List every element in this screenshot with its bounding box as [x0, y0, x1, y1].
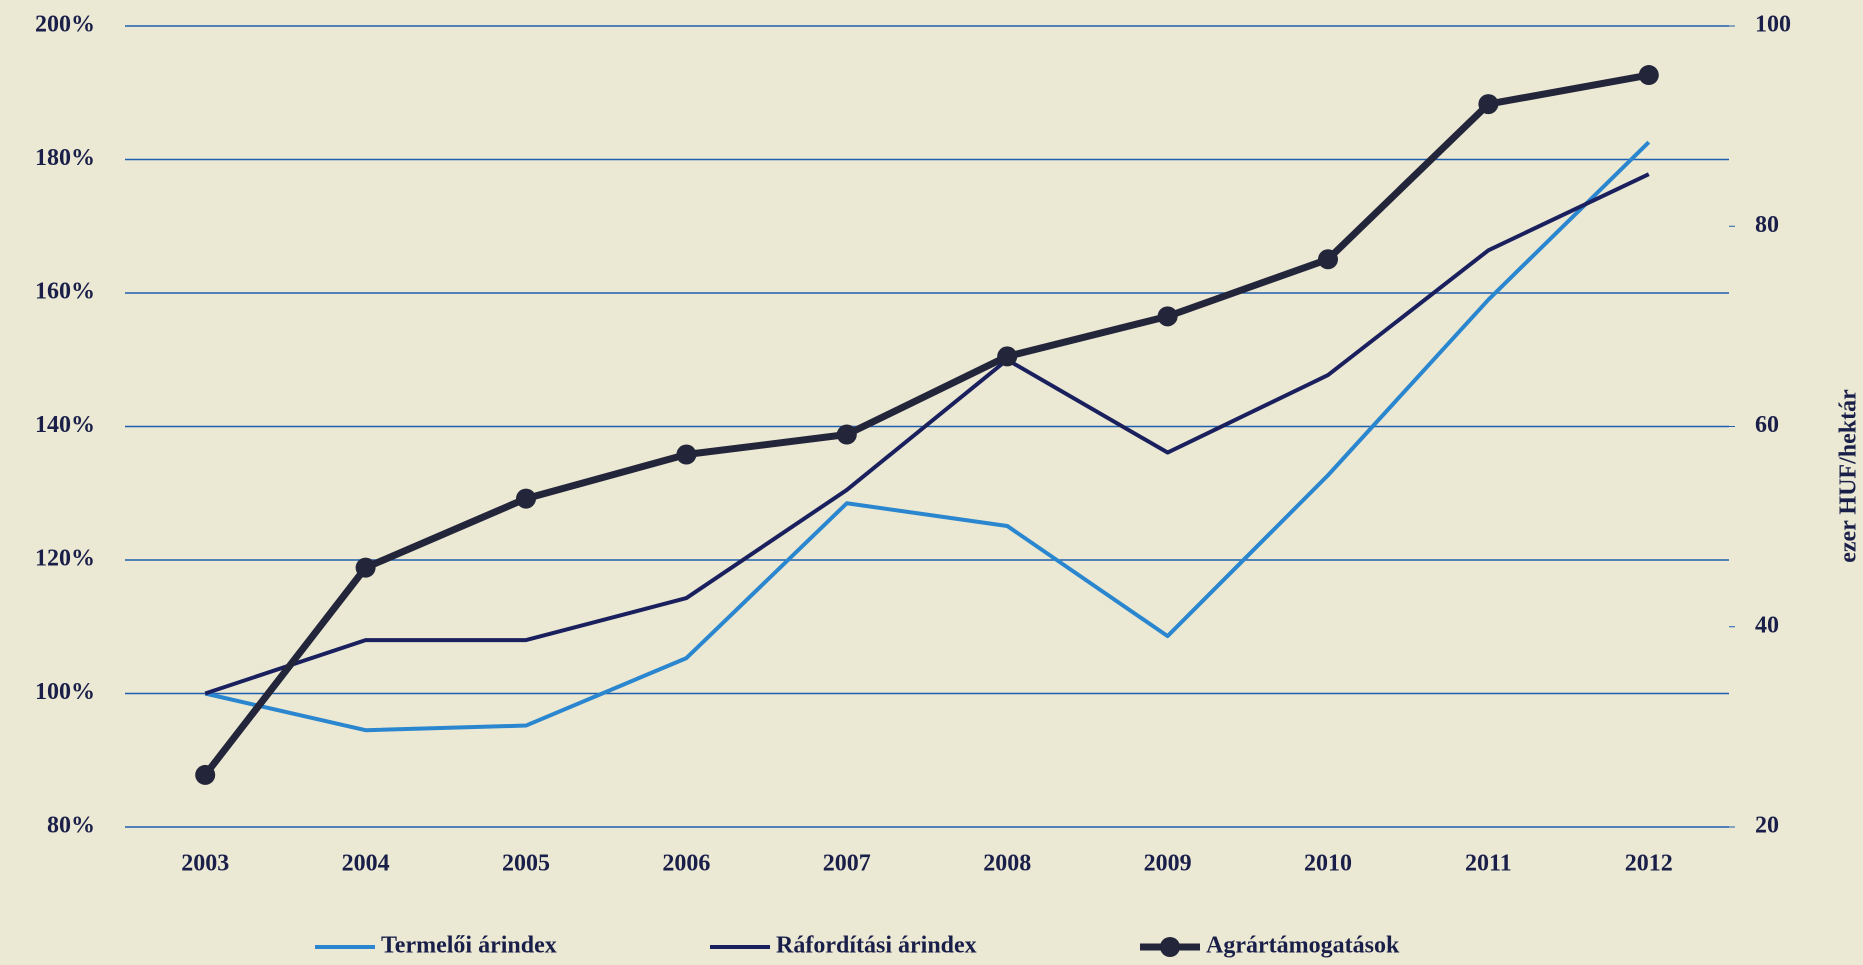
y-tick-label: 80% [47, 813, 95, 839]
x-tick-label: 2009 [1144, 851, 1192, 877]
x-tick-label: 2007 [823, 851, 871, 877]
y-tick-label: 100% [35, 679, 95, 705]
point-marker [1638, 65, 1659, 86]
point-marker [997, 346, 1018, 367]
y2-tick-label: 100 [1755, 12, 1791, 38]
legend-marker [1160, 937, 1180, 957]
x-tick-label: 2003 [181, 851, 229, 877]
y2-tick-label: 80 [1755, 212, 1779, 238]
x-tick-label: 2006 [662, 851, 710, 877]
x-tick-label: 2004 [342, 851, 390, 877]
x-tick-label: 2008 [983, 851, 1031, 877]
y-tick-label: 160% [35, 279, 95, 305]
series-line [204, 140, 1651, 733]
x-tick-label: 2010 [1304, 851, 1352, 877]
point-marker [676, 444, 697, 465]
y-tick-label: 180% [35, 145, 95, 171]
point-marker [1157, 306, 1178, 327]
y2-axis-label: ezer HUF/hektár [1836, 389, 1862, 563]
series-line [202, 71, 1650, 778]
y-tick-label: 200% [35, 12, 95, 38]
y2-tick-label: 40 [1755, 612, 1779, 638]
y-tick-label: 120% [35, 546, 95, 572]
point-marker [1318, 249, 1338, 270]
x-tick-label: 2012 [1625, 851, 1673, 877]
x-tick-label: 2005 [502, 851, 550, 877]
point-marker [836, 424, 857, 445]
series-line [204, 172, 1650, 696]
point-marker [355, 557, 376, 578]
y-tick-label: 140% [35, 412, 95, 438]
point-marker [195, 764, 216, 785]
point-marker [516, 488, 536, 509]
y2-tick-label: 60 [1755, 412, 1779, 438]
y2-tick-label: 20 [1755, 813, 1779, 839]
legend-label: Termelői árindex [381, 933, 557, 959]
point-marker [1478, 94, 1499, 115]
legend-label: Agrártámogatások [1206, 933, 1400, 959]
legend-label: Ráfordítási árindex [776, 933, 977, 959]
x-tick-label: 2011 [1465, 851, 1512, 877]
